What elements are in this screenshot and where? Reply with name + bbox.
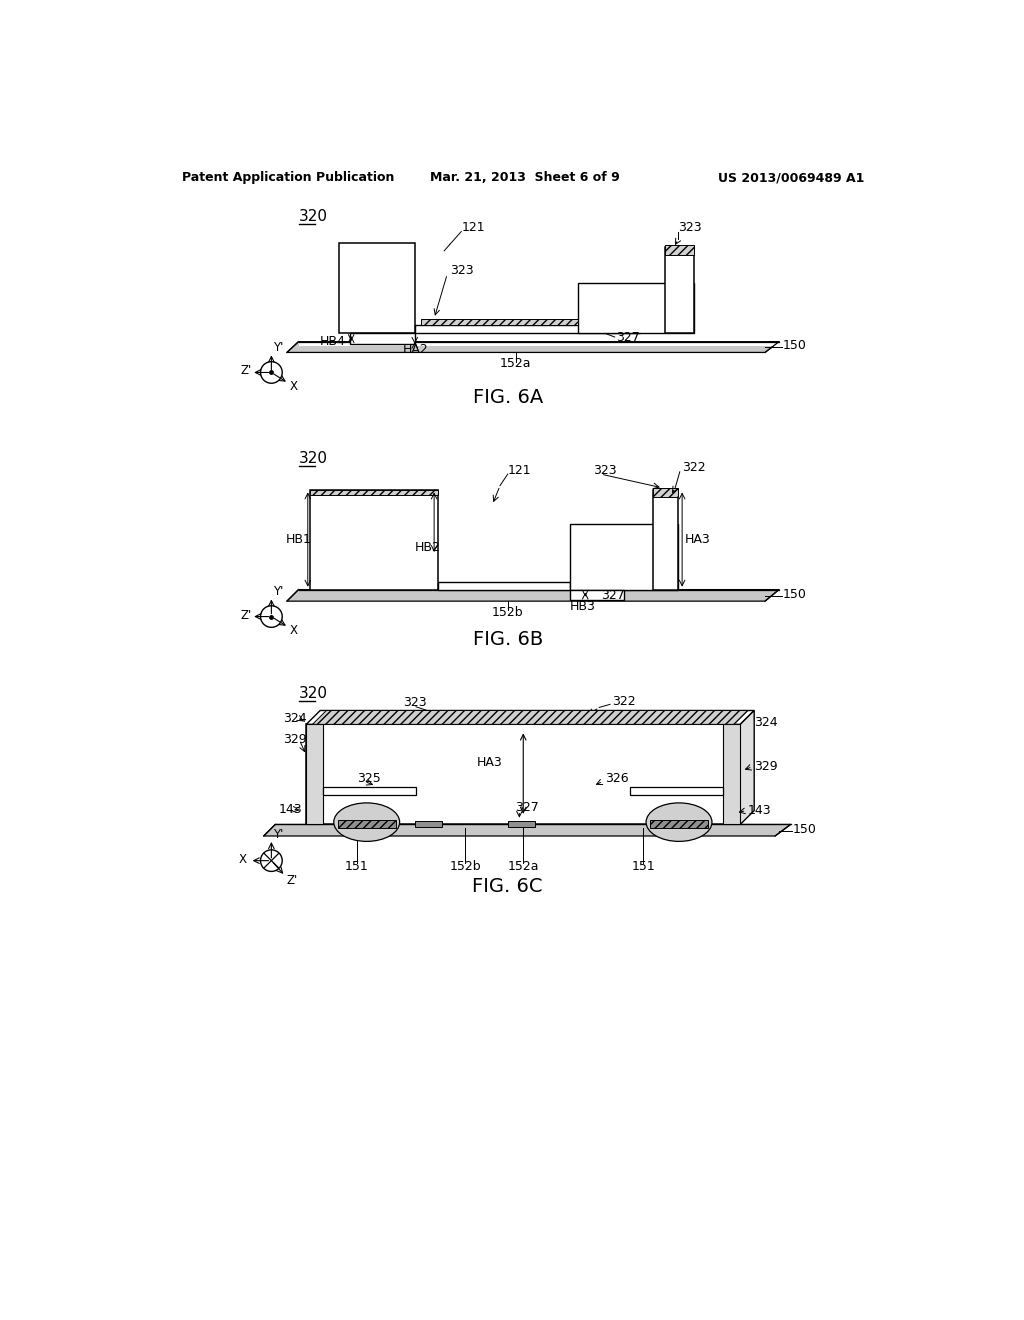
Bar — [438, 582, 569, 590]
Text: HA3: HA3 — [477, 756, 503, 770]
Bar — [415, 326, 640, 333]
Text: 150: 150 — [783, 339, 807, 352]
Text: 320: 320 — [299, 686, 328, 701]
Text: 322: 322 — [612, 694, 636, 708]
Text: HB2: HB2 — [415, 541, 440, 554]
Text: HA3: HA3 — [684, 533, 711, 546]
Bar — [324, 788, 417, 795]
Polygon shape — [299, 342, 779, 346]
Polygon shape — [740, 710, 755, 825]
Bar — [652, 490, 678, 590]
Text: 121: 121 — [508, 463, 531, 477]
Bar — [421, 318, 578, 326]
Text: 152b: 152b — [492, 606, 523, 619]
Bar — [723, 725, 740, 825]
Text: Z': Z' — [241, 609, 252, 622]
Bar — [338, 820, 396, 828]
Bar — [569, 524, 678, 590]
Bar — [652, 488, 678, 498]
Text: X: X — [239, 853, 247, 866]
Text: 323: 323 — [593, 463, 616, 477]
Bar — [310, 490, 438, 495]
Text: 324: 324 — [283, 711, 306, 725]
Text: 152b: 152b — [450, 861, 481, 874]
Bar — [508, 821, 535, 826]
Text: 329: 329 — [755, 760, 778, 774]
Bar — [350, 333, 415, 345]
Text: 121: 121 — [461, 222, 485, 234]
Text: Y': Y' — [273, 342, 284, 354]
Polygon shape — [287, 342, 779, 352]
Text: 327: 327 — [515, 801, 540, 814]
Text: HB1: HB1 — [286, 533, 312, 546]
Polygon shape — [287, 590, 779, 601]
Text: 323: 323 — [403, 696, 427, 709]
Text: 143: 143 — [280, 803, 303, 816]
Text: X: X — [290, 380, 298, 393]
Bar — [306, 725, 324, 825]
Text: 325: 325 — [356, 772, 380, 785]
Text: 327: 327 — [616, 330, 640, 343]
Text: 150: 150 — [783, 587, 807, 601]
Text: 152a: 152a — [508, 861, 539, 874]
Text: Z': Z' — [241, 364, 252, 378]
Text: 322: 322 — [682, 462, 706, 474]
Polygon shape — [312, 710, 748, 725]
Bar — [310, 490, 438, 590]
Text: US 2013/0069489 A1: US 2013/0069489 A1 — [718, 172, 864, 185]
Text: 143: 143 — [748, 804, 772, 817]
Bar — [306, 725, 740, 825]
Text: FIG. 6A: FIG. 6A — [473, 388, 543, 407]
Text: HB3: HB3 — [569, 601, 596, 612]
Text: 320: 320 — [299, 451, 328, 466]
Text: 326: 326 — [604, 772, 629, 785]
Text: HB4: HB4 — [319, 335, 345, 348]
Text: Z': Z' — [287, 874, 298, 887]
Polygon shape — [306, 710, 755, 725]
Text: 150: 150 — [793, 824, 817, 837]
Text: Mar. 21, 2013  Sheet 6 of 9: Mar. 21, 2013 Sheet 6 of 9 — [430, 172, 620, 185]
Bar — [415, 821, 442, 826]
Text: 327: 327 — [601, 589, 625, 602]
Bar — [650, 820, 709, 828]
Ellipse shape — [646, 803, 712, 841]
Text: 151: 151 — [632, 861, 655, 874]
Text: 151: 151 — [345, 861, 369, 874]
Ellipse shape — [334, 803, 399, 841]
Text: 324: 324 — [755, 715, 778, 729]
Bar — [665, 247, 693, 333]
Text: 152a: 152a — [500, 358, 531, 371]
Text: HA2: HA2 — [403, 343, 429, 356]
Text: 323: 323 — [450, 264, 473, 277]
Text: FIG. 6C: FIG. 6C — [472, 876, 543, 895]
Text: FIG. 6B: FIG. 6B — [473, 630, 543, 649]
Polygon shape — [263, 825, 791, 836]
Bar — [569, 590, 624, 599]
Text: Y': Y' — [273, 585, 284, 598]
Bar — [665, 246, 693, 255]
Text: X: X — [290, 624, 298, 638]
Bar — [339, 243, 415, 333]
Text: 329: 329 — [283, 733, 306, 746]
Text: 323: 323 — [678, 222, 701, 234]
Text: Y': Y' — [273, 828, 284, 841]
Text: 320: 320 — [299, 209, 328, 223]
Bar — [578, 284, 693, 333]
Bar — [630, 788, 723, 795]
Text: Patent Application Publication: Patent Application Publication — [182, 172, 394, 185]
